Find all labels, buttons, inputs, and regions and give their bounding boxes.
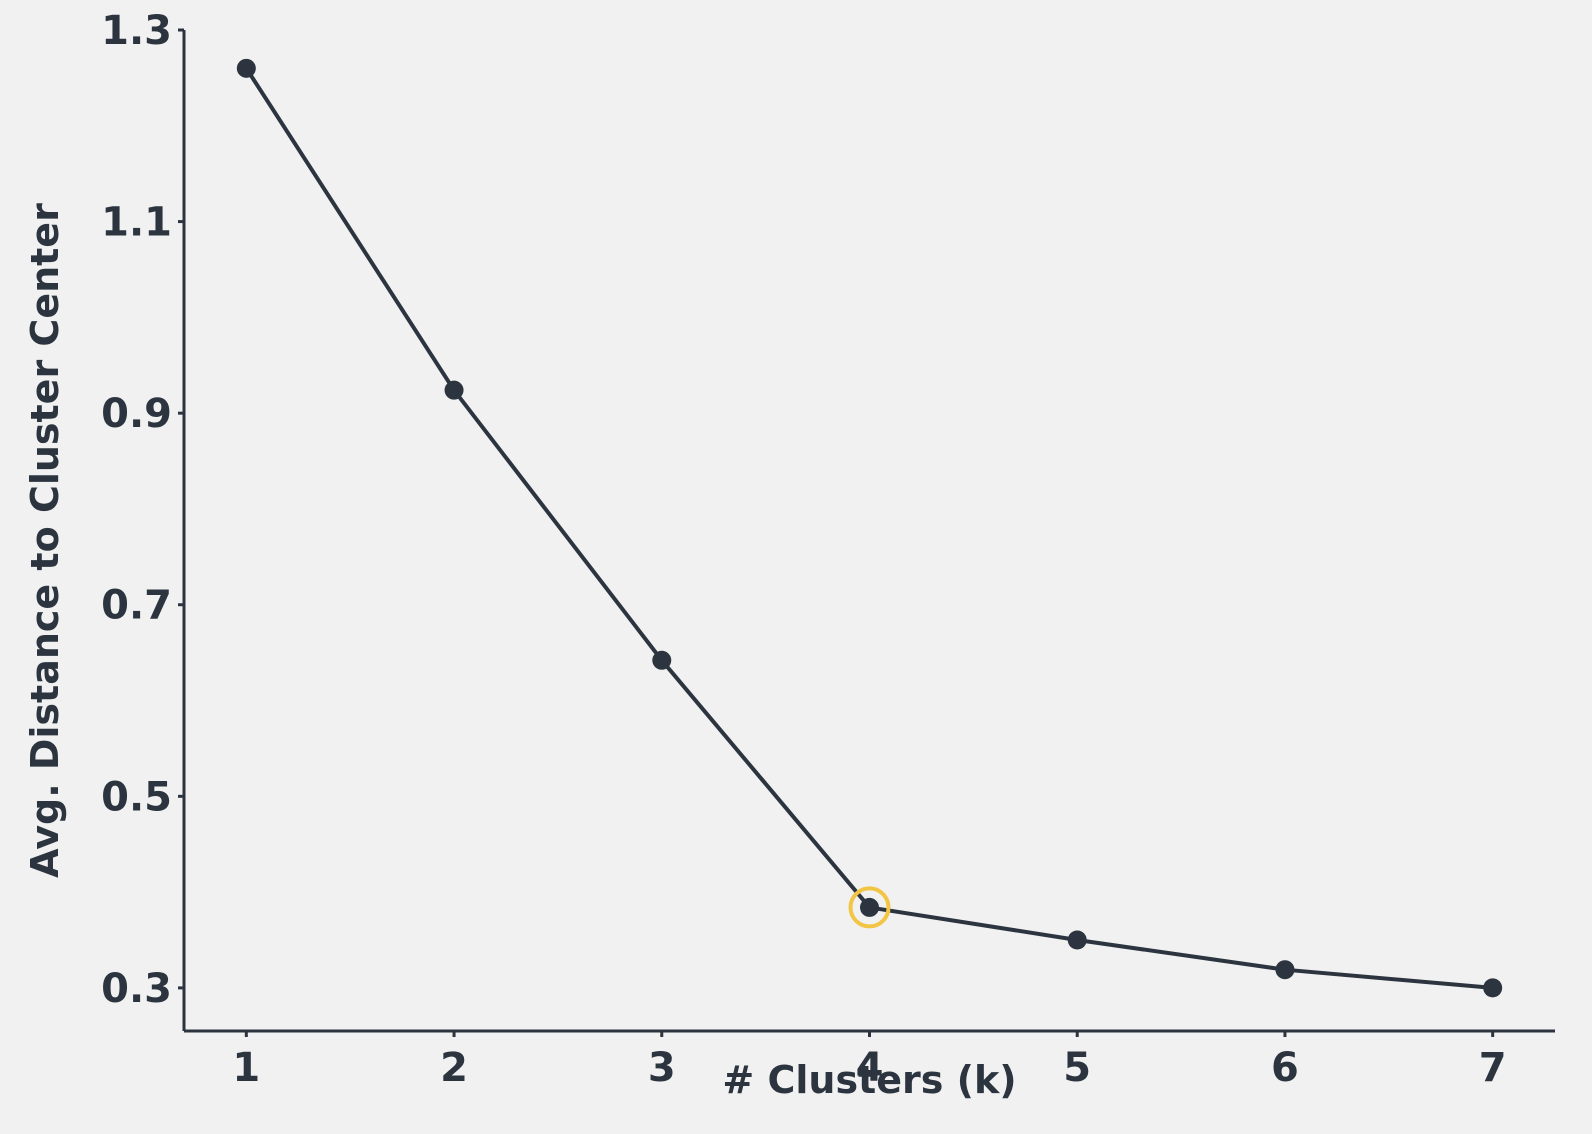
x-tick-label: 4 bbox=[856, 1045, 884, 1091]
x-tick-label: 3 bbox=[648, 1045, 676, 1091]
x-axis-title: # Clusters (k) bbox=[722, 1058, 1016, 1102]
x-tick-label: 7 bbox=[1479, 1045, 1507, 1091]
series bbox=[236, 58, 1503, 998]
y-tick-label: 0.3 bbox=[101, 966, 172, 1012]
y-tick-label: 0.5 bbox=[101, 774, 172, 820]
elbow-highlight-ring bbox=[848, 886, 891, 929]
y-tick-label: 1.3 bbox=[101, 8, 172, 54]
data-point-k7 bbox=[1483, 978, 1503, 998]
x-tick-label: 1 bbox=[232, 1045, 260, 1091]
y-axis-title: Avg. Distance to Cluster Center bbox=[23, 203, 67, 878]
data-point-k3 bbox=[652, 650, 672, 670]
x-tick-label: 5 bbox=[1063, 1045, 1091, 1091]
y-ticks: 0.3 0.5 0.7 0.9 1.1 1.3 bbox=[101, 8, 184, 1012]
data-point-k6 bbox=[1275, 960, 1295, 980]
data-point-k1 bbox=[236, 58, 256, 78]
data-point-k4 bbox=[860, 897, 879, 917]
data-point-k2 bbox=[444, 380, 464, 400]
y-tick-label: 0.7 bbox=[101, 583, 172, 629]
data-point-k5 bbox=[1067, 930, 1087, 950]
y-tick-label: 0.9 bbox=[101, 391, 172, 437]
y-tick-label: 1.1 bbox=[101, 200, 172, 246]
x-tick-label: 2 bbox=[440, 1045, 468, 1091]
x-ticks: 1 2 3 4 5 6 7 bbox=[232, 1031, 1507, 1091]
x-tick-label: 6 bbox=[1271, 1045, 1299, 1091]
